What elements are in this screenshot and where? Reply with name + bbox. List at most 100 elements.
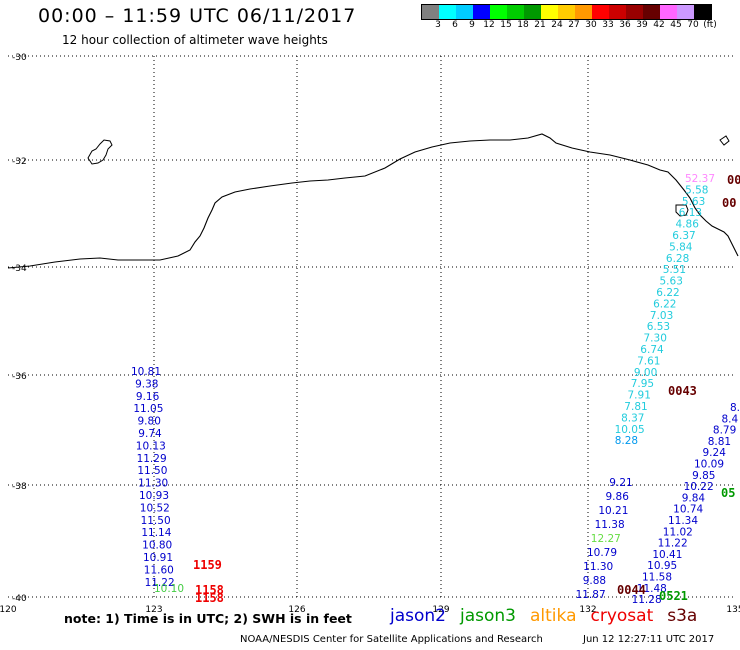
color-scale-label: 36 <box>619 20 631 30</box>
wave-height-value: 11.29 <box>137 453 167 465</box>
color-scale-label: 3 <box>435 20 441 30</box>
color-swatch <box>490 5 507 19</box>
wave-height-value: 10.81 <box>131 366 161 378</box>
observation-time-label: 1159 <box>193 558 222 572</box>
color-scale-label: 42 <box>653 20 665 30</box>
wave-height-value: 11.30 <box>583 561 613 573</box>
wave-height-value: 10.10 <box>154 583 184 595</box>
wave-height-value: 11.50 <box>137 465 167 477</box>
latitude-tick-label: -38 <box>12 482 27 492</box>
color-scale-label: 15 <box>500 20 512 30</box>
wave-height-value: 10.95 <box>647 560 677 572</box>
observation-time-label: 00 <box>722 196 736 210</box>
wave-height-value: 11.02 <box>663 526 693 538</box>
color-scale-label: 45 <box>670 20 682 30</box>
wave-height-value: 6.37 <box>672 230 695 242</box>
wave-height-value: 8.4 <box>721 413 738 425</box>
observation-time-label: 0043 <box>668 384 697 398</box>
wave-height-value: 11.38 <box>595 519 625 531</box>
longitude-tick-label: 123 <box>145 605 162 615</box>
wave-height-value: 7.03 <box>650 310 673 322</box>
wave-height-value: 10.52 <box>140 502 170 514</box>
wave-height-value: 9.80 <box>138 416 161 428</box>
color-scale-label: 33 <box>602 20 614 30</box>
wave-height-value: 7.61 <box>637 355 660 367</box>
coastline <box>7 133 739 269</box>
observation-time-label: 0044 <box>617 583 646 597</box>
wave-height-value: 8.37 <box>621 412 644 424</box>
wave-height-value: 9.24 <box>703 447 727 459</box>
latitude-tick-label: -40 <box>12 594 27 604</box>
footer-note: note: 1) Time is in UTC; 2) SWH is in fe… <box>64 611 352 626</box>
wave-height-value: 11.34 <box>668 515 698 527</box>
color-scale-label: 12 <box>483 20 495 30</box>
wave-height-value: 9.21 <box>609 477 632 489</box>
wave-height-value: 11.14 <box>141 527 171 539</box>
wave-height-value: 6.74 <box>640 344 664 356</box>
color-scale-bar <box>421 4 712 20</box>
latitude-tick-label: -34 <box>12 264 27 274</box>
wave-height-value: 11.50 <box>141 515 171 527</box>
color-swatch <box>626 5 643 19</box>
wave-height-value: 9.74 <box>138 428 162 440</box>
wave-height-value: 5.51 <box>663 264 686 276</box>
longitude-tick-label: 126 <box>288 605 305 615</box>
wave-height-value: 11.30 <box>138 478 168 490</box>
island-outline <box>87 139 113 165</box>
wave-height-value: 8. <box>730 402 740 414</box>
color-swatch <box>575 5 592 19</box>
wave-height-value: 10.93 <box>139 490 169 502</box>
color-scale-label: 6 <box>452 20 458 30</box>
latitude-tick-label: -36 <box>12 372 27 382</box>
wave-height-value: 52.37 <box>685 173 715 185</box>
color-scale-label: (ft) <box>703 20 717 30</box>
observation-time-label: 05 <box>721 486 735 500</box>
color-scale-labels: 3 6 9 12 15 18 21 24 27 30 33 36 39 42 45 70 (ft) <box>421 20 740 32</box>
wave-height-value: 6.53 <box>647 321 670 333</box>
wave-height-value: 10.21 <box>598 505 628 517</box>
wave-height-value: 9.00 <box>634 367 657 379</box>
color-swatch <box>456 5 473 19</box>
altimeter-observations: 10.819.389.1611.059.809.7410.1311.2911.5… <box>131 173 740 606</box>
wave-height-value: 9.38 <box>135 378 158 390</box>
map-title: 00:00 – 11:59 UTC 06/11/2017 <box>38 5 357 27</box>
island-outline-small <box>719 135 730 146</box>
color-swatch <box>422 5 439 19</box>
color-swatch <box>609 5 626 19</box>
longitude-tick-label: 135 <box>726 605 740 615</box>
wave-height-value: 10.22 <box>684 481 714 493</box>
observation-time-label: 00 <box>727 173 740 187</box>
wave-height-value: 10.41 <box>652 549 682 561</box>
color-scale-label: 30 <box>585 20 597 30</box>
wave-height-value: 5.84 <box>669 241 693 253</box>
wave-height-value: 10.13 <box>136 440 166 452</box>
wave-height-value: 7.91 <box>628 390 651 402</box>
wave-height-value: 11.60 <box>144 564 174 576</box>
legend-cryosat: cryosat <box>590 606 654 626</box>
wave-height-value: 10.74 <box>673 504 703 516</box>
wave-height-value: 9.84 <box>682 492 706 504</box>
wave-height-value: 9.88 <box>583 575 606 587</box>
wave-height-value: 11.22 <box>145 577 175 589</box>
wave-height-value: 4.86 <box>676 219 700 231</box>
wave-height-value: 5.63 <box>682 196 705 208</box>
map-subtitle: 12 hour collection of altimeter wave hei… <box>62 33 328 47</box>
color-scale-label: 70 <box>687 20 699 30</box>
observation-time-label: 1158 <box>195 583 224 597</box>
wave-height-value: 6.13 <box>679 207 702 219</box>
wave-height-value: 6.28 <box>666 253 689 265</box>
color-scale-label: 39 <box>636 20 648 30</box>
legend-jason2: jason2 <box>390 606 446 626</box>
wave-height-value: 11.05 <box>133 403 163 415</box>
wave-height-value: 9.86 <box>606 491 630 503</box>
color-swatch <box>473 5 490 19</box>
wave-height-value: 5.58 <box>685 184 708 196</box>
latitude-tick-label: -30 <box>12 53 27 63</box>
wave-height-value: 9.85 <box>692 470 715 482</box>
wave-height-value: 8.81 <box>708 436 731 448</box>
wave-height-value: 10.91 <box>143 552 173 564</box>
wave-height-value: 9.16 <box>136 391 160 403</box>
color-swatch <box>660 5 677 19</box>
legend-altika: altika <box>530 606 577 626</box>
